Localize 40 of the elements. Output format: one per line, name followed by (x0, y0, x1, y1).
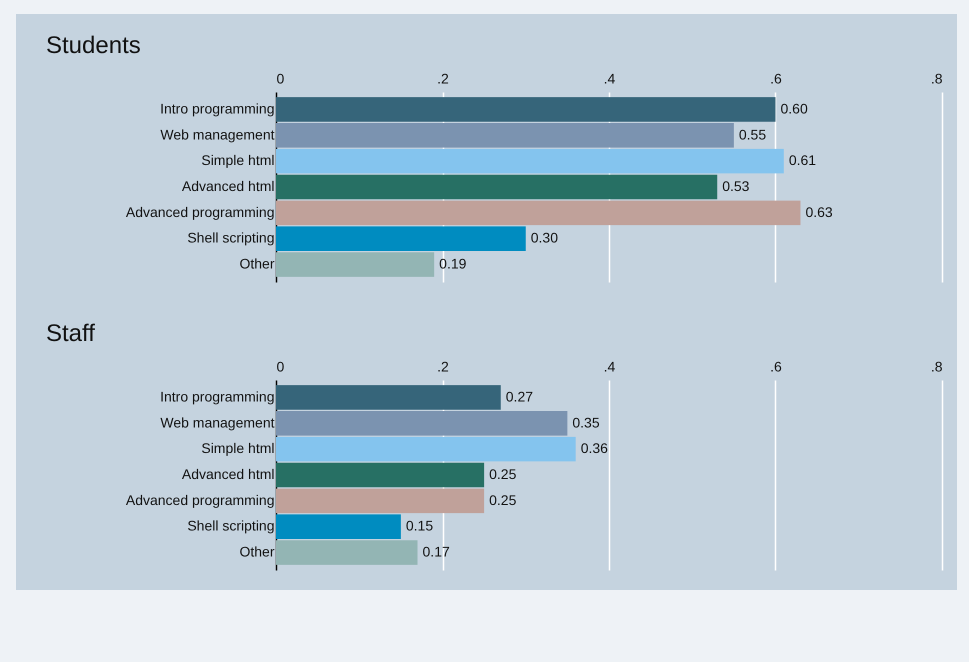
data-label: 0.25 (489, 492, 517, 508)
data-label: 0.19 (439, 256, 467, 272)
x-tick-label: .6 (770, 358, 782, 374)
data-label: 0.53 (722, 178, 750, 194)
data-label: 0.17 (422, 544, 450, 560)
data-label: 0.63 (805, 204, 833, 220)
y-tick-label: Advanced programming (126, 204, 274, 220)
y-tick-label: Advanced programming (126, 492, 274, 508)
text: Staff (46, 320, 96, 347)
data-label: 0.30 (530, 230, 558, 246)
y-tick-label: Other (239, 256, 275, 272)
x-tick-label: .4 (604, 358, 616, 374)
x-tick-label: .2 (437, 70, 450, 86)
data-label: 0.61 (788, 152, 816, 168)
y-tick-label: Shell scripting (187, 230, 274, 246)
y-tick-label: Intro programming (160, 388, 274, 404)
y-tick-label: Web management (160, 126, 275, 142)
data-label: 0.35 (572, 414, 600, 430)
data-label: 0.15 (406, 518, 434, 534)
y-tick-label: Simple html (201, 440, 274, 456)
y-tick-label: Web management (160, 414, 275, 430)
x-tick-label: .6 (770, 70, 782, 86)
chart-title: Students (46, 32, 141, 59)
y-tick-label: Advanced html (182, 178, 274, 194)
x-tick-label: .8 (930, 358, 943, 374)
x-tick-label: .8 (930, 70, 943, 86)
y-tick-label: Shell scripting (187, 518, 274, 534)
x-tick-label: .4 (604, 70, 616, 86)
x-tick-label: 0 (276, 70, 284, 86)
y-tick-label: Advanced html (182, 466, 274, 482)
data-label: 0.55 (738, 126, 766, 142)
data-label: 0.36 (580, 440, 608, 456)
x-tick-label: 0 (276, 358, 284, 374)
data-label: 0.60 (780, 100, 808, 116)
data-label: 0.27 (506, 388, 534, 404)
x-tick-label: .2 (437, 358, 450, 374)
y-tick-label: Simple html (201, 152, 274, 168)
y-tick-label: Other (239, 544, 275, 560)
data-label: 0.25 (489, 466, 517, 482)
y-tick-label: Intro programming (160, 100, 274, 116)
